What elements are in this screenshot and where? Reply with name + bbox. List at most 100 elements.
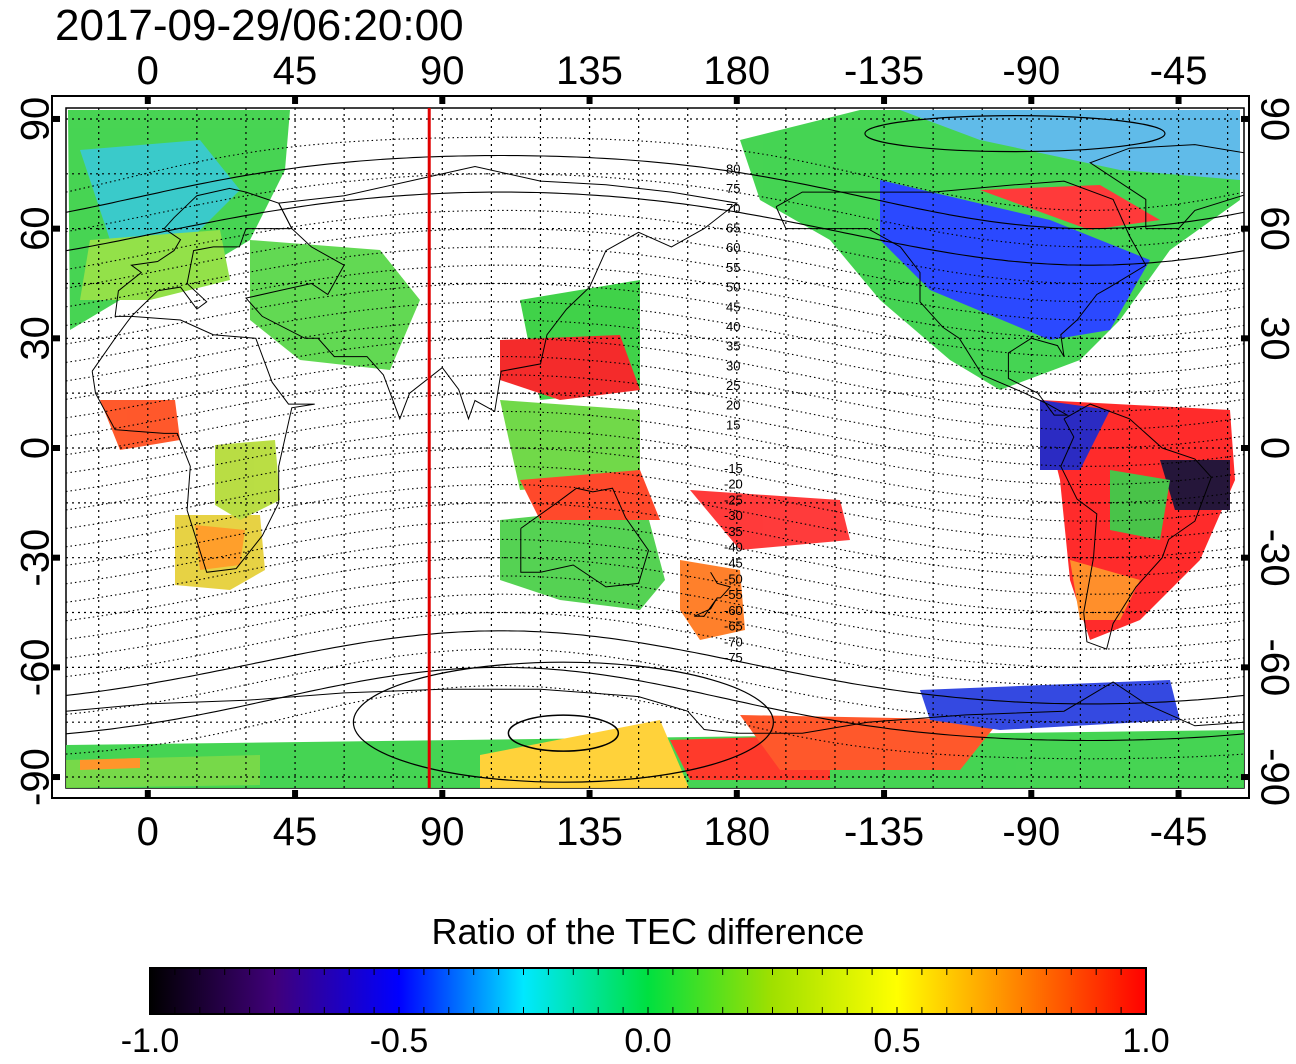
- tec-region-china-red: [500, 335, 640, 400]
- left-latitude-labels: 90 60 30 0 -30 -60 -90: [14, 97, 58, 806]
- magnetic-contour: [66, 136, 1244, 211]
- south-magnetic-oval: [352, 661, 774, 783]
- bottom-lon-label: -90: [1002, 810, 1060, 854]
- bottom-lon-label: 135: [556, 810, 623, 854]
- magnetic-contour: [66, 648, 1244, 723]
- colorbar-label: -0.5: [369, 1022, 429, 1060]
- contour-label: 60: [726, 240, 740, 255]
- magnetic-contour: [66, 630, 1244, 705]
- left-lat-label: 30: [14, 316, 58, 361]
- left-lat-label: 90: [14, 97, 58, 142]
- magnetic-contour: [66, 410, 1244, 486]
- coastline: [520, 487, 650, 588]
- coastline: [694, 572, 732, 617]
- contour-label: 45: [726, 299, 740, 314]
- right-lat-label: 30: [1252, 316, 1296, 361]
- colorbar-label: 0.5: [873, 1022, 921, 1060]
- contour-label: -15: [724, 461, 743, 476]
- tec-data-layer: [66, 110, 1244, 788]
- top-lon-label: 135: [556, 49, 623, 93]
- contour-label: 80: [726, 162, 740, 177]
- contour-label: -75: [724, 650, 743, 665]
- magnetic-contour: [66, 301, 1244, 376]
- magnetic-contour: [66, 191, 1244, 266]
- magnetic-contour: [66, 611, 1244, 687]
- magnetic-contour: [66, 447, 1244, 522]
- right-latitude-labels: 90 60 30 0 -30 -60 -90: [1252, 97, 1296, 806]
- magnetic-contour: [66, 209, 1244, 285]
- contour-label: -25: [724, 492, 743, 507]
- top-lon-label: -45: [1150, 49, 1208, 93]
- colorbar-label: 1.0: [1122, 1022, 1170, 1060]
- contour-label: 50: [726, 280, 740, 295]
- top-lon-label: 180: [703, 49, 770, 93]
- colorbar: [149, 967, 1147, 1015]
- contour-label: -45: [724, 556, 743, 571]
- contour-label: 70: [726, 201, 740, 216]
- bottom-lon-label: 180: [703, 810, 770, 854]
- magnetic-contour: [66, 374, 1244, 449]
- coastline: [775, 180, 1147, 416]
- contour-label: -55: [724, 587, 743, 602]
- magnetic-contour: [66, 356, 1244, 431]
- contour-label: -50: [724, 571, 743, 586]
- lat-lon-grid: [66, 108, 1244, 788]
- magnetic-contour: [66, 538, 1244, 614]
- north-magnetic-oval: [864, 114, 1166, 153]
- right-lat-label: -90: [1252, 748, 1296, 806]
- magnetic-contour: [66, 246, 1244, 321]
- colorbar-label: -1.0: [120, 1022, 180, 1060]
- contour-label: 20: [726, 398, 740, 413]
- tec-region-siberia: [250, 240, 420, 370]
- coastlines: [66, 144, 1244, 734]
- magnetic-contour: [66, 575, 1244, 650]
- right-lat-label: -30: [1252, 529, 1296, 587]
- coastline: [66, 681, 1244, 734]
- top-lon-label: -90: [1002, 49, 1060, 93]
- coastline: [1060, 403, 1212, 650]
- right-lat-label: 0: [1252, 437, 1296, 459]
- left-lat-label: -60: [14, 638, 58, 696]
- magnetic-contour: [66, 173, 1244, 248]
- contour-label: 30: [726, 358, 740, 373]
- contour-label: -60: [724, 603, 743, 618]
- contour-label: 15: [726, 417, 740, 432]
- bottom-lon-label: 90: [420, 810, 465, 854]
- coastline: [91, 315, 315, 573]
- magnetic-contour: [66, 465, 1244, 540]
- magnetic-contour: [66, 264, 1244, 339]
- contour-label: -30: [724, 508, 743, 523]
- right-lat-label: 60: [1252, 206, 1296, 251]
- timestamp-title: 2017-09-29/06:20:00: [55, 1, 464, 50]
- coastline: [1089, 144, 1244, 230]
- bottom-lon-label: 45: [273, 810, 318, 854]
- left-lat-label: -30: [14, 529, 58, 587]
- colorbar-title: Ratio of the TEC difference: [431, 911, 865, 952]
- top-lon-label: -135: [844, 49, 924, 93]
- magnetic-contour: [66, 282, 1244, 358]
- south-magnetic-oval: [507, 714, 620, 752]
- bottom-longitude-labels: 0 45 90 135 180 -135 -90 -45: [137, 810, 1208, 854]
- top-lon-label: 45: [273, 49, 318, 93]
- left-lat-label: -90: [14, 748, 58, 806]
- axis-ticks: [52, 96, 1249, 798]
- magnetic-contour: [66, 666, 1244, 742]
- contour-label: 25: [726, 378, 740, 393]
- magnetic-contour: [66, 392, 1244, 467]
- left-lat-label: 60: [14, 206, 58, 251]
- contour-label: -70: [724, 634, 743, 649]
- contour-label: 65: [726, 221, 740, 236]
- contour-label: 35: [726, 339, 740, 354]
- magnetic-contour: [66, 337, 1244, 412]
- magnetic-latitude-contours: [66, 114, 1244, 783]
- bottom-lon-label: 0: [137, 810, 159, 854]
- contour-label: -65: [724, 619, 743, 634]
- magnetic-contour: [66, 484, 1244, 559]
- coastline: [245, 165, 739, 421]
- magnetic-contour: [66, 502, 1244, 577]
- contour-label: 55: [726, 260, 740, 275]
- top-lon-label: 90: [420, 49, 465, 93]
- magnetic-contour: [66, 520, 1244, 595]
- bottom-lon-label: -45: [1150, 810, 1208, 854]
